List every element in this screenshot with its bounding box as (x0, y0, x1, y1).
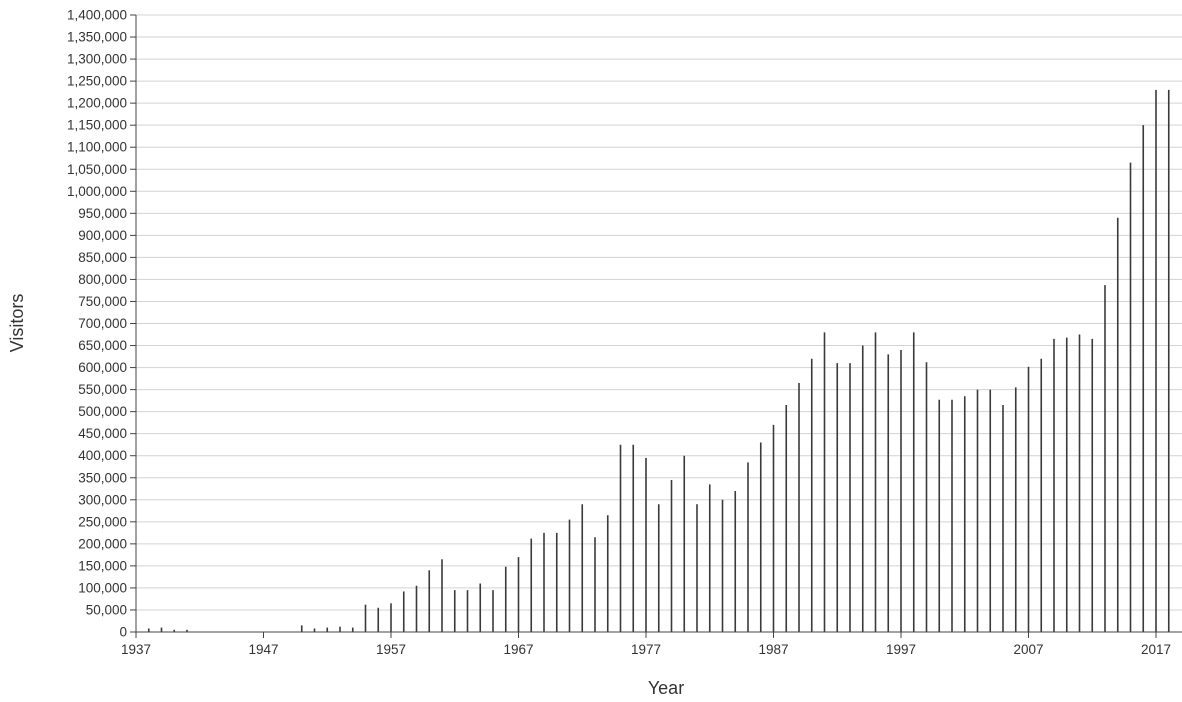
y-tick-label: 450,000 (78, 426, 127, 441)
y-axis-title: Visitors (7, 294, 27, 353)
x-axis-ticks: 1937 1947 1957 1967 1977 1987 1997 2007 2017 (121, 632, 1171, 657)
x-tick-label: 2017 (1141, 642, 1171, 657)
y-tick-label: 1,200,000 (67, 96, 127, 111)
y-tick-label: 300,000 (78, 492, 127, 507)
y-tick-label: 800,000 (78, 272, 127, 287)
y-tick-label: 100,000 (78, 580, 127, 595)
y-tick-label: 1,150,000 (67, 118, 127, 133)
y-tick-label: 1,300,000 (67, 52, 127, 67)
y-tick-label: 400,000 (78, 448, 127, 463)
y-tick-label: 550,000 (78, 382, 127, 397)
x-tick-label: 2007 (1013, 642, 1043, 657)
y-tick-label: 1,050,000 (67, 162, 127, 177)
x-tick-label: 1997 (886, 642, 916, 657)
y-tick-label: 1,250,000 (67, 74, 127, 89)
y-tick-label: 600,000 (78, 360, 127, 375)
y-tick-label: 950,000 (78, 206, 127, 221)
y-tick-label: 900,000 (78, 228, 127, 243)
y-tick-label: 50,000 (86, 602, 127, 617)
y-tick-label: 1,400,000 (67, 8, 127, 23)
y-axis-ticks: 0 50,000 100,000 150,000 200,000 250,000 300,0… (67, 8, 136, 640)
y-tick-label: 850,000 (78, 250, 127, 265)
x-tick-label: 1987 (758, 642, 788, 657)
grid-lines (136, 14, 1182, 611)
x-tick-label: 1937 (121, 642, 151, 657)
x-tick-label: 1957 (376, 642, 406, 657)
y-tick-label: 250,000 (78, 514, 127, 529)
y-tick-label: 700,000 (78, 316, 127, 331)
y-tick-label: 500,000 (78, 404, 127, 419)
y-tick-label: 200,000 (78, 536, 127, 551)
y-tick-label: 1,350,000 (67, 30, 127, 45)
y-tick-label: 350,000 (78, 470, 127, 485)
x-tick-label: 1967 (503, 642, 533, 657)
x-tick-label: 1947 (248, 642, 278, 657)
y-tick-label: 1,100,000 (67, 140, 127, 155)
bars (147, 89, 1170, 632)
y-tick-label: 0 (119, 625, 127, 640)
y-tick-label: 150,000 (78, 558, 127, 573)
y-tick-label: 750,000 (78, 294, 127, 309)
x-axis-title: Year (648, 678, 684, 698)
x-tick-label: 1977 (631, 642, 661, 657)
y-tick-label: 1,000,000 (67, 184, 127, 199)
y-tick-label: 650,000 (78, 338, 127, 353)
